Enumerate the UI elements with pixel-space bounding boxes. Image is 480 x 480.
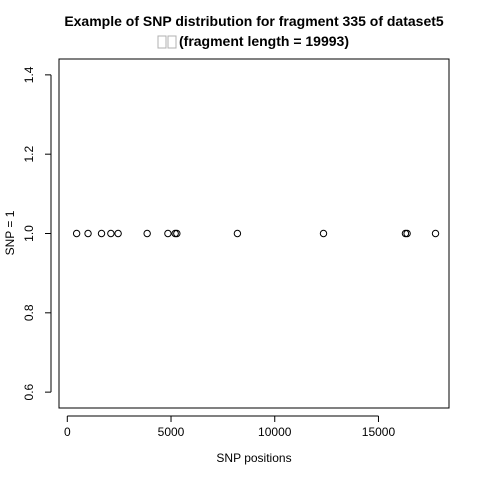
x-tick-label: 0 [64, 425, 71, 439]
y-tick-label: 1.4 [22, 66, 36, 83]
y-tick-label: 1.0 [22, 225, 36, 242]
title-missing-glyph-box [167, 35, 177, 49]
snp-point [431, 229, 440, 238]
title-glyph-prefix: □□ [158, 38, 172, 50]
snp-point [107, 229, 115, 238]
snp-point [233, 229, 242, 238]
x-tick-label: 10000 [258, 425, 292, 439]
y-tick-label: 0.6 [22, 383, 36, 400]
snp-point [72, 229, 81, 238]
x-axis: 0 5000 10000 15000 [64, 415, 396, 439]
snp-point [173, 229, 181, 238]
chart-title-line2: □□ (fragment length = 19993) [157, 33, 349, 50]
snp-point [143, 229, 151, 238]
x-tick-label: 5000 [158, 425, 185, 439]
snp-point [84, 229, 92, 238]
snp-point [164, 229, 172, 238]
snp-point [319, 229, 328, 238]
snp-point [97, 229, 106, 238]
y-axis: 0.6 0.8 1.0 1.2 1.4 [22, 66, 52, 400]
snp-point [114, 229, 122, 238]
title-fragment-length: (fragment length = 19993) [179, 33, 349, 49]
title-missing-glyph-box [157, 35, 167, 49]
x-axis-label: SNP positions [216, 451, 291, 465]
snp-point [403, 229, 411, 238]
y-tick-label: 1.2 [22, 146, 36, 163]
y-tick-label: 0.8 [22, 304, 36, 321]
data-points [72, 229, 440, 238]
chart-title-line1: Example of SNP distribution for fragment… [64, 13, 444, 29]
plot-frame [58, 58, 450, 409]
y-axis-label: SNP = 1 [3, 210, 17, 255]
x-tick-label: 15000 [362, 425, 396, 439]
